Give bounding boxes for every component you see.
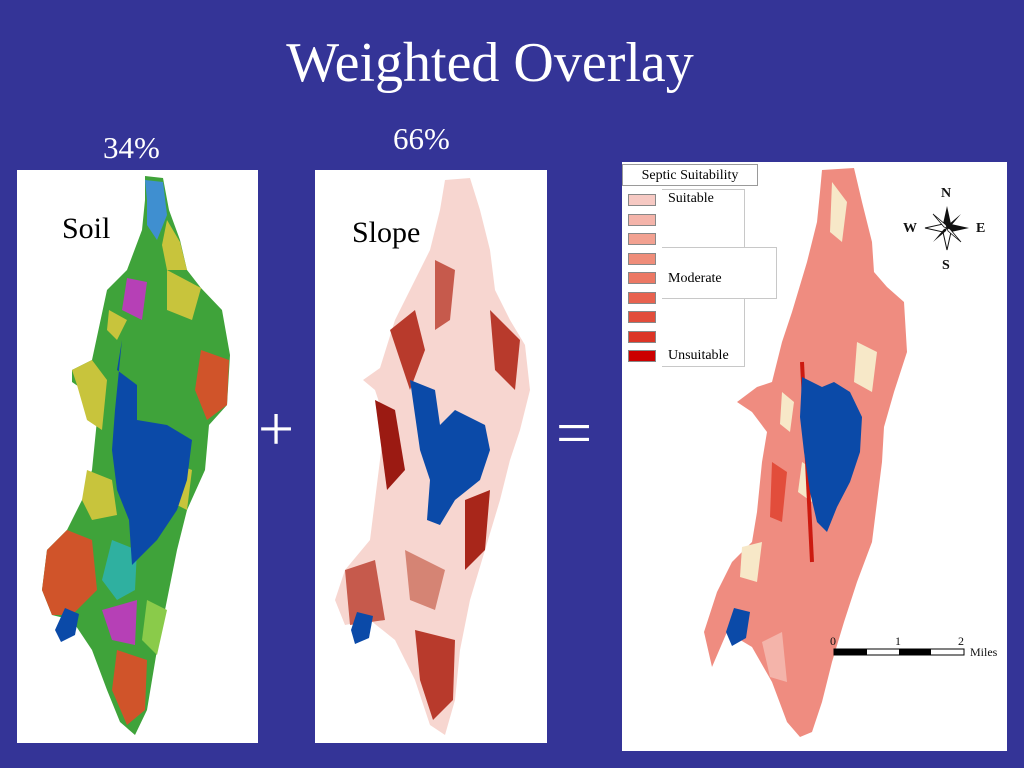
compass-w: W (903, 221, 917, 236)
legend-swatch (628, 213, 656, 226)
legend-bracket-mid (662, 247, 777, 299)
scale-tick-0: 0 (830, 634, 836, 648)
result-map-panel: Septic Suitability Suitable Moderate Uns… (622, 162, 1007, 751)
legend-swatch (628, 272, 656, 284)
equals-operator: = (556, 397, 593, 468)
compass-s: S (942, 258, 950, 273)
legend-bracket-top (662, 189, 745, 247)
soil-map-image (42, 176, 230, 735)
legend-swatch (628, 194, 656, 206)
legend-item-suitable: Suitable (668, 191, 714, 206)
compass-n: N (941, 186, 952, 201)
legend-bracket-bottom (662, 299, 745, 367)
north-arrow (924, 206, 969, 251)
compass-e: E (976, 221, 986, 236)
slide-title: Weighted Overlay (286, 32, 694, 94)
legend-item-moderate: Moderate (668, 271, 722, 286)
scale-unit: Miles (970, 645, 998, 659)
result-map-image (704, 168, 969, 737)
plus-operator: + (258, 393, 295, 464)
legend-swatch (628, 330, 656, 343)
soil-map-panel: Soil (17, 170, 258, 743)
slope-map-image (335, 178, 530, 735)
scale-tick-1: 1 (895, 634, 901, 648)
scale-tick-2: 2 (958, 634, 964, 648)
legend-swatch (628, 350, 656, 362)
legend-item-unsuitable: Unsuitable (668, 348, 729, 363)
legend-swatch (628, 291, 656, 304)
soil-weight-label: 34% (103, 130, 160, 165)
legend-swatch (628, 252, 656, 265)
legend-swatch (628, 233, 656, 245)
legend-swatch (628, 311, 656, 323)
slope-map-panel: Slope (315, 170, 547, 743)
legend-title: Septic Suitability (622, 164, 758, 186)
soil-map-label: Soil (62, 212, 111, 245)
slope-map-label: Slope (352, 216, 421, 249)
slope-weight-label: 66% (393, 121, 450, 156)
scale-bar (833, 648, 965, 656)
